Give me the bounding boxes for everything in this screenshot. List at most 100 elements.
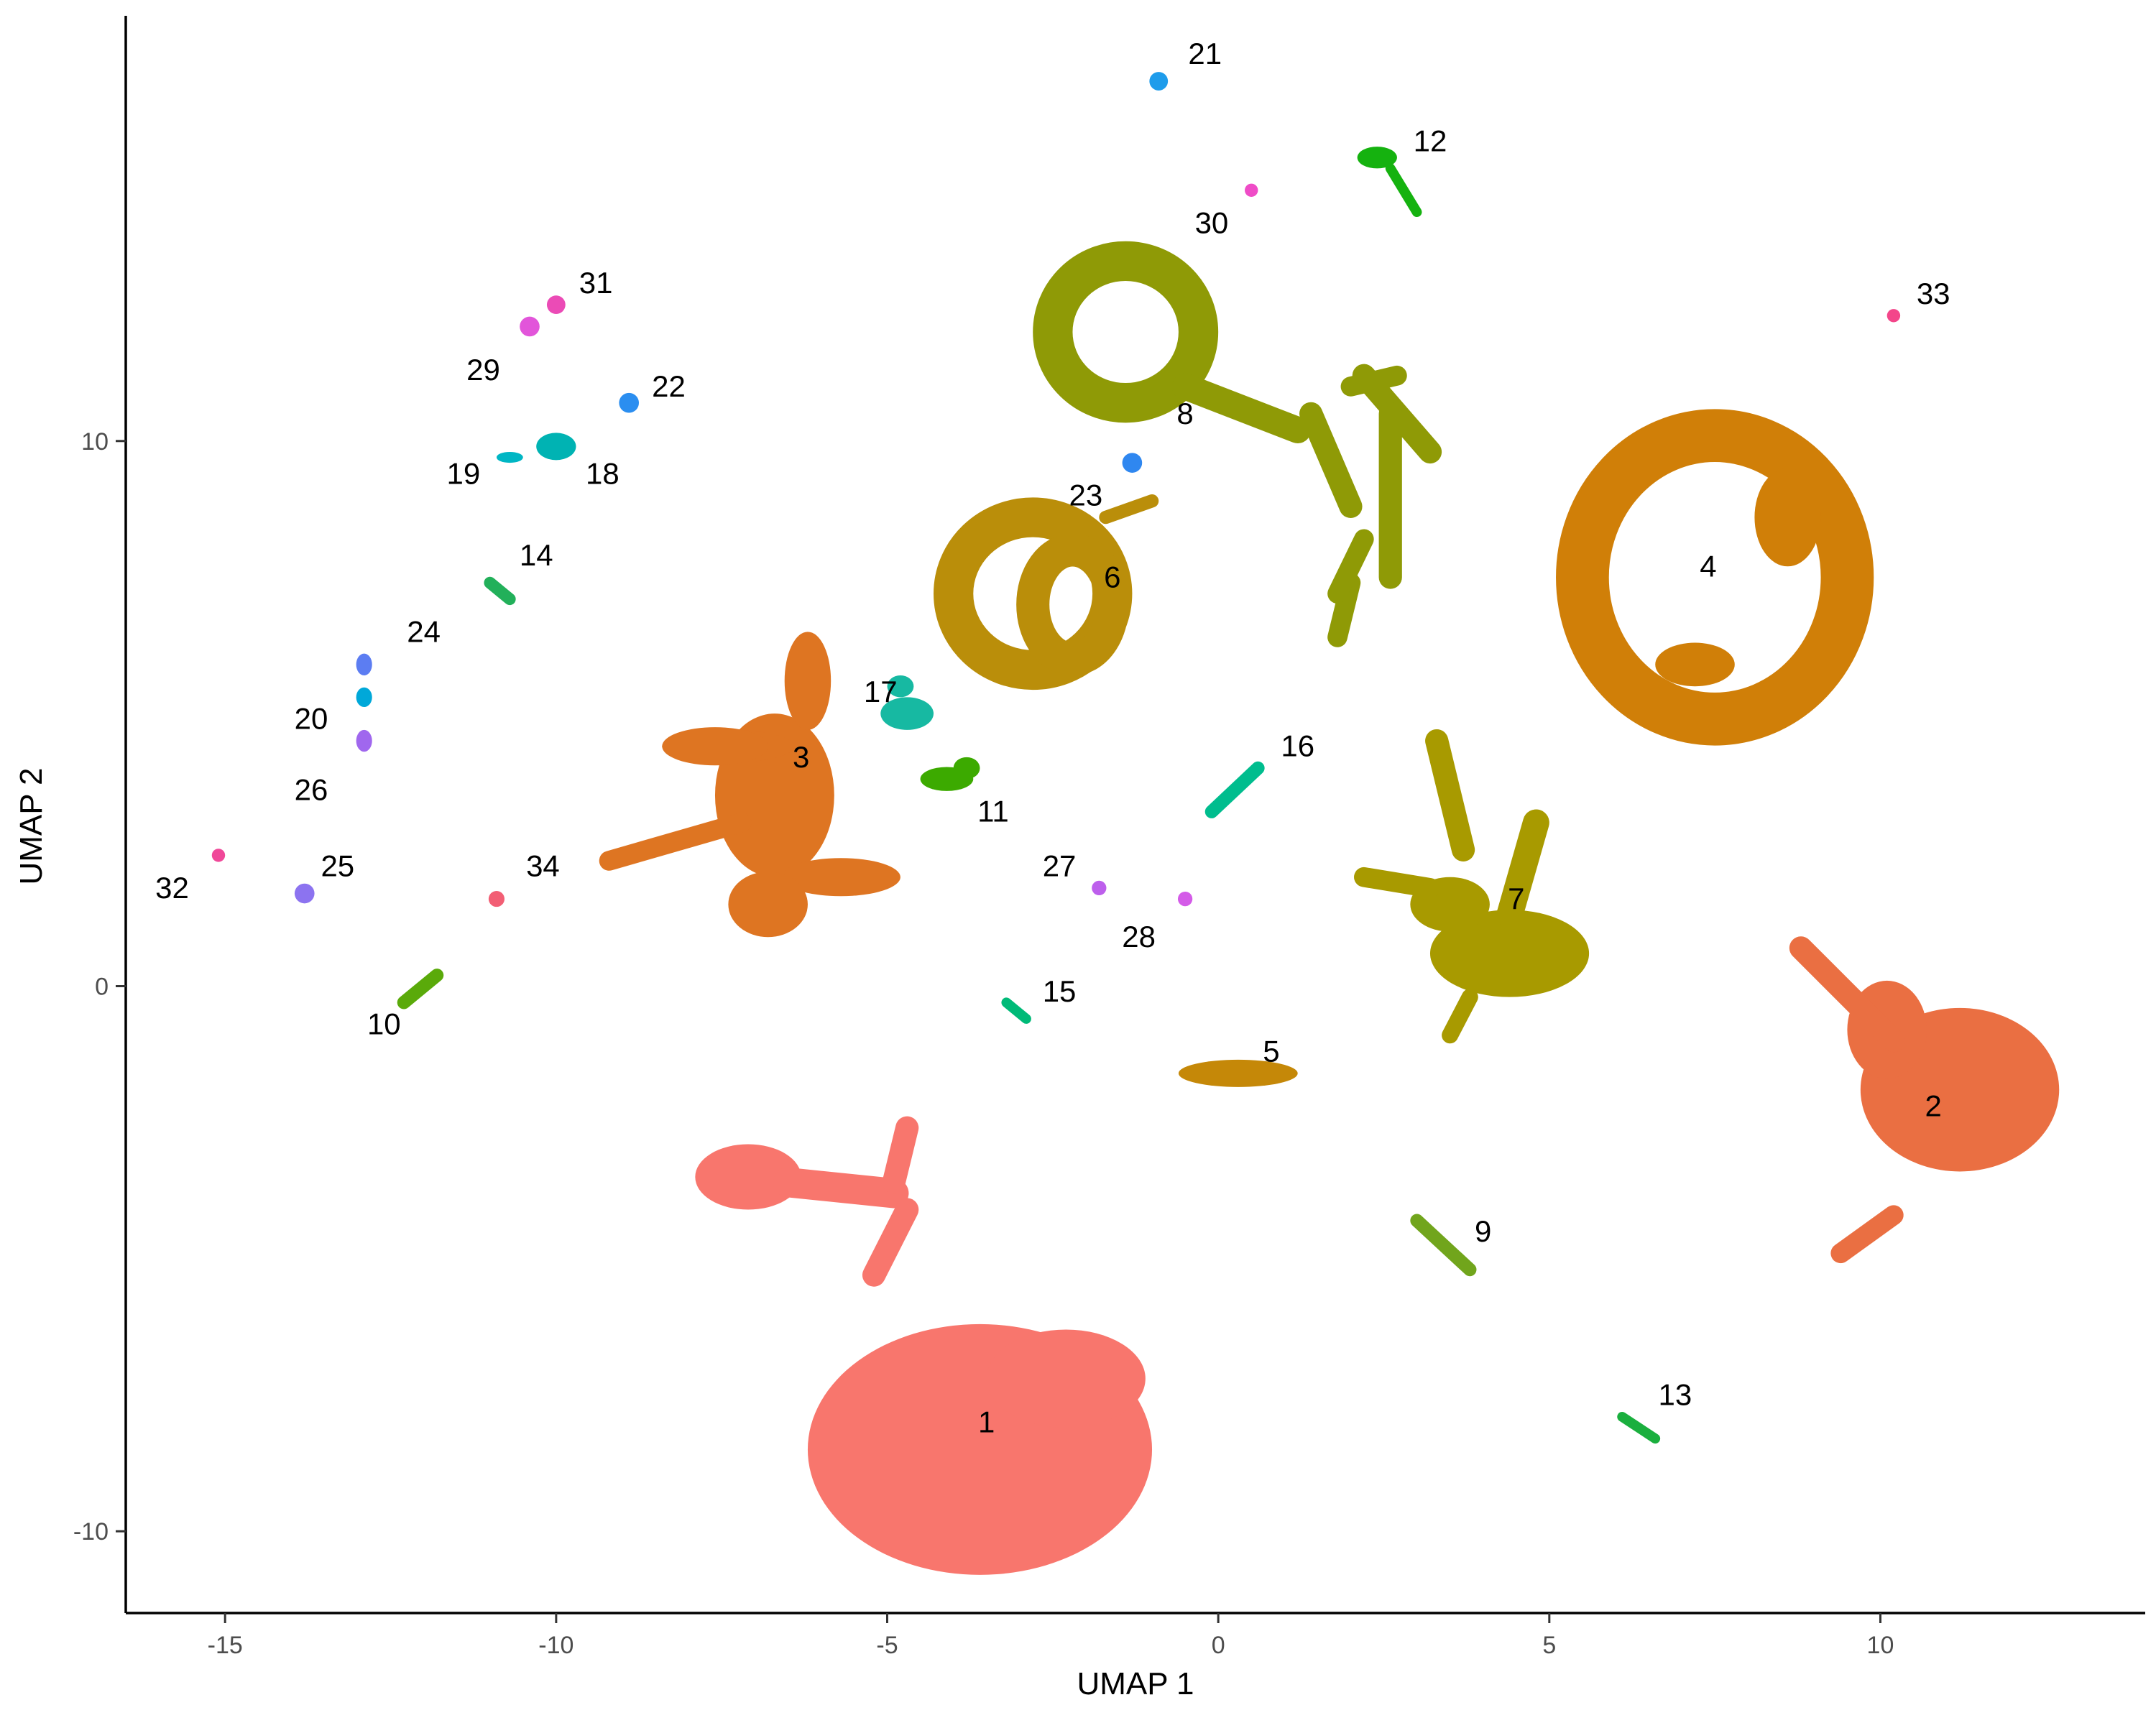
cluster-18-points <box>536 433 576 461</box>
cluster-3-points <box>599 632 900 938</box>
x-ticks: -15 -10 -5 0 5 10 <box>208 1613 1894 1659</box>
cluster-30-points <box>1245 183 1258 197</box>
cluster-17-blob <box>887 675 914 698</box>
cluster-label-2: 2 <box>1925 1089 1942 1122</box>
cluster-28-dot <box>1177 891 1193 907</box>
cluster-24-points <box>356 653 372 676</box>
cluster-label-25: 25 <box>321 849 354 883</box>
cluster-8-strand <box>1299 402 1363 518</box>
cluster-17-blob <box>880 697 934 730</box>
cluster-15-strand <box>1001 997 1031 1024</box>
x-tick-label: 0 <box>1212 1632 1225 1659</box>
cluster-10-strand <box>397 969 444 1009</box>
cluster-1-strand <box>773 1167 909 1209</box>
cluster-label-7: 7 <box>1508 882 1524 915</box>
cluster-22-points <box>619 392 640 413</box>
cluster-10-points <box>397 969 444 1009</box>
cluster-3-blob <box>781 858 900 897</box>
cluster-32-dot <box>211 849 226 862</box>
cluster-label-10: 10 <box>367 1007 401 1041</box>
cluster-9-strand <box>1410 1214 1477 1277</box>
cluster-label-12: 12 <box>1414 124 1447 158</box>
cluster-7-blob <box>1429 910 1590 997</box>
cluster-3-strand <box>599 813 752 871</box>
cluster-3-blob <box>662 727 768 766</box>
cluster-label-22: 22 <box>652 369 686 403</box>
cluster-26-blob <box>356 729 372 752</box>
cluster-7-strand <box>1425 729 1475 861</box>
cluster-12-strand <box>1385 163 1422 218</box>
cluster-label-19: 19 <box>447 456 481 490</box>
cluster-34-dot <box>488 891 505 907</box>
cluster-7-strand <box>1354 867 1440 898</box>
cluster-label-5: 5 <box>1263 1035 1279 1068</box>
cluster-11-blob <box>953 757 980 780</box>
cluster-11-points <box>920 757 980 791</box>
y-axis-title: UMAP 2 <box>14 767 49 884</box>
cluster-8-strand <box>1171 373 1312 444</box>
cluster-16-strand <box>1204 761 1265 818</box>
cluster-4-blob <box>1655 642 1735 687</box>
cluster-label-13: 13 <box>1659 1378 1692 1412</box>
cluster-label-20: 20 <box>295 702 328 736</box>
cluster-label-32: 32 <box>155 871 189 905</box>
x-tick-label: 10 <box>1867 1632 1894 1659</box>
cluster-13-points <box>1617 1411 1661 1444</box>
cluster-label-8: 8 <box>1176 397 1193 430</box>
y-ticks: -10 0 10 <box>73 428 126 1546</box>
cluster-label-33: 33 <box>1917 277 1950 310</box>
cluster-1-blob <box>986 1329 1146 1428</box>
cluster-17-points <box>880 675 934 730</box>
cluster-label-4: 4 <box>1700 549 1716 583</box>
cluster-2-points <box>1789 936 2060 1264</box>
cluster-32-points <box>211 849 226 862</box>
cluster-label-1: 1 <box>978 1405 995 1438</box>
cluster-1-blob <box>695 1144 801 1210</box>
cluster-20-points <box>356 687 372 708</box>
cluster-8-points <box>1033 241 1442 647</box>
cluster-19-points <box>496 451 523 463</box>
cluster-22-dot <box>619 392 640 413</box>
y-tick-label: -10 <box>73 1518 109 1546</box>
cluster-2-strand <box>1830 1205 1904 1264</box>
cluster-label-30: 30 <box>1195 205 1229 239</box>
cluster-2-strand <box>1789 936 1906 1053</box>
cluster-label-31: 31 <box>579 266 613 300</box>
cluster-33-dot <box>1886 309 1901 323</box>
cluster-label-6: 6 <box>1104 560 1120 593</box>
axes-layer <box>124 16 2145 1614</box>
y-tick-label: 10 <box>81 428 109 456</box>
cluster-label-21: 21 <box>1188 37 1222 70</box>
x-tick-label: -10 <box>538 1632 573 1659</box>
cluster-label-24: 24 <box>407 614 441 648</box>
cluster-16-points <box>1204 761 1265 818</box>
cluster-label-34: 34 <box>526 849 560 883</box>
cluster-8-ring <box>1033 241 1219 423</box>
cluster-6-ring <box>1016 533 1129 676</box>
cluster-label-23: 23 <box>1069 479 1103 512</box>
cluster-4-blob <box>1754 468 1821 567</box>
cluster-label-3: 3 <box>793 740 809 774</box>
cluster-29-points <box>520 316 540 337</box>
cluster-labels-layer: 1234567891011121314151617181920212223242… <box>155 37 1950 1438</box>
cluster-1-strand <box>862 1198 919 1287</box>
cluster-14-points <box>484 576 516 606</box>
cluster-13-strand <box>1617 1411 1661 1444</box>
cluster-6-strand <box>1099 494 1159 525</box>
cluster-12-blob <box>1357 147 1397 169</box>
x-tick-label: 5 <box>1542 1632 1556 1659</box>
cluster-3-blob <box>784 632 831 730</box>
cluster-label-11: 11 <box>977 795 1009 828</box>
cluster-4-ring <box>1556 409 1874 746</box>
cluster-23-points <box>1122 453 1143 473</box>
cluster-label-17: 17 <box>864 675 898 708</box>
cluster-25-dot <box>294 883 315 904</box>
x-tick-label: -5 <box>876 1632 898 1659</box>
cluster-21-points <box>1149 72 1169 91</box>
cluster-27-points <box>1092 880 1107 896</box>
cluster-1-strand <box>882 1116 919 1194</box>
cluster-21-dot <box>1149 72 1169 91</box>
cluster-29-dot <box>520 316 540 337</box>
cluster-14-strand <box>484 576 516 606</box>
cluster-28-points <box>1177 891 1193 907</box>
